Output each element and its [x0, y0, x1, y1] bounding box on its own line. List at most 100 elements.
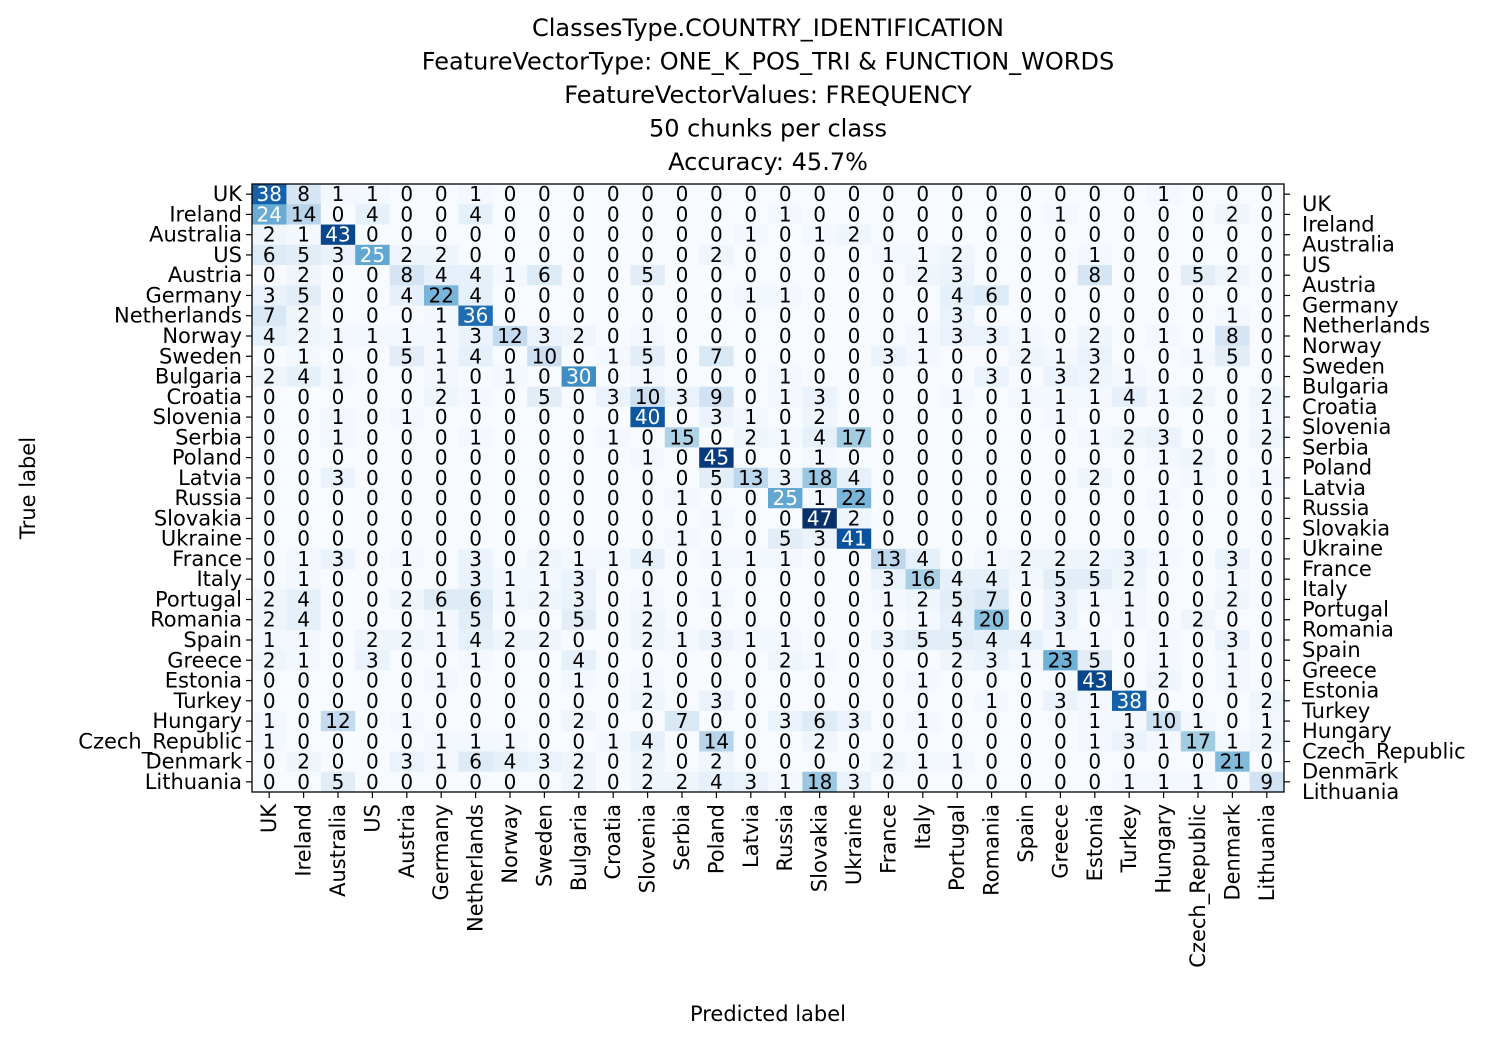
- cell-value-label: 0: [882, 466, 895, 490]
- y-right-tick-label: Estonia: [1302, 679, 1379, 703]
- cell-value-label: 5: [572, 608, 585, 632]
- cell-value-label: 3: [813, 527, 826, 551]
- cell-value-label: 0: [1054, 182, 1067, 206]
- cell-value-label: 0: [435, 648, 448, 672]
- heatmap-cell: [630, 244, 666, 266]
- heatmap-cell: [389, 629, 425, 651]
- heatmap-cell: [252, 508, 287, 530]
- heatmap-cell: [1008, 710, 1044, 732]
- cell-value-label: 0: [1260, 446, 1273, 470]
- heatmap-cell: [561, 184, 597, 205]
- heatmap-cell: [1077, 751, 1113, 773]
- heatmap-cell: [1215, 346, 1251, 367]
- heatmap-cell: [768, 670, 803, 692]
- cell-value-label: 0: [985, 750, 998, 774]
- cell-value-label: 0: [916, 202, 929, 226]
- cell-value-label: 3: [1054, 689, 1067, 713]
- heatmap-cell: [974, 244, 1010, 266]
- cell-value-label: 2: [297, 750, 310, 774]
- cell-value-label: 0: [1260, 547, 1273, 571]
- cell-value-label: 0: [779, 567, 792, 591]
- cell-value-label: 0: [641, 709, 654, 733]
- heatmap-cell: [492, 224, 528, 246]
- cell-value-label: 1: [504, 365, 517, 389]
- cell-value-label: 0: [951, 669, 964, 693]
- heatmap-cell: [802, 325, 838, 347]
- cell-value-label: 1: [1260, 405, 1273, 429]
- heatmap-cell: [905, 710, 941, 732]
- cell-value-label: 2: [1123, 425, 1136, 449]
- cell-value-label: 0: [951, 202, 964, 226]
- heatmap-cell: [596, 447, 631, 469]
- cell-value-label: 3: [1226, 628, 1239, 652]
- cell-value-label: 1: [779, 547, 792, 571]
- cell-value-label: 18: [807, 466, 832, 490]
- y-tick-label: Netherlands: [114, 304, 242, 328]
- heatmap-cell: [596, 548, 631, 570]
- heatmap-cell: [974, 427, 1010, 448]
- heatmap-cell: [252, 265, 287, 286]
- y-right-tick-label: Sweden: [1302, 354, 1385, 378]
- cell-value-label: 0: [263, 405, 276, 429]
- heatmap-cell: [492, 710, 528, 732]
- cell-value-label: 1: [1157, 547, 1170, 571]
- heatmap-cell: [561, 589, 597, 611]
- heatmap-cell: [664, 771, 700, 793]
- x-axis-ticks: UK Ireland Australia US Austria Germany Nether…: [257, 792, 1279, 968]
- heatmap-cell: [389, 184, 425, 205]
- heatmap-cell: [733, 184, 769, 205]
- heatmap-cell: [836, 366, 872, 388]
- cell-value-label: 0: [504, 182, 517, 206]
- cell-value-label: 5: [1088, 567, 1101, 591]
- heatmap-cell: [320, 650, 356, 671]
- heatmap-cell: [1215, 508, 1251, 530]
- cell-value-label: 0: [1020, 202, 1033, 226]
- cell-value-label: 0: [366, 466, 379, 490]
- cell-value-label: 1: [1226, 567, 1239, 591]
- heatmap-cell: [802, 204, 838, 226]
- cell-value-label: 3: [366, 648, 379, 672]
- heatmap-cell: [836, 305, 872, 327]
- heatmap-cell: [733, 731, 769, 752]
- cell-value-label: 0: [848, 567, 861, 591]
- heatmap-cell: [389, 731, 425, 752]
- heatmap-cell: [664, 629, 700, 651]
- cell-value-label: 0: [297, 770, 310, 794]
- heatmap-cell: [1215, 589, 1251, 611]
- cell-value-label: 0: [1260, 567, 1273, 591]
- cell-value-label: 17: [1185, 729, 1210, 753]
- heatmap-cell: [940, 366, 975, 388]
- cell-value-label: 0: [366, 669, 379, 693]
- heatmap-cell: [630, 204, 666, 226]
- heatmap-cell: [905, 690, 941, 712]
- heatmap-cell: [458, 447, 494, 469]
- cell-value-label: 36: [463, 304, 488, 328]
- heatmap-cell: [1215, 224, 1251, 246]
- heatmap-cell: [1112, 650, 1147, 671]
- heatmap-cell: [905, 184, 941, 205]
- heatmap-cell: [664, 406, 700, 428]
- cell-value-label: 0: [1123, 750, 1136, 774]
- cell-value-label: 1: [916, 669, 929, 693]
- cell-value-label: 0: [1088, 182, 1101, 206]
- heatmap-cell: [1112, 569, 1147, 590]
- cell-value-label: 0: [400, 466, 413, 490]
- heatmap-cell: [1215, 731, 1251, 752]
- cell-value-label: 5: [916, 628, 929, 652]
- heatmap-cell: [1180, 285, 1216, 307]
- cell-value-label: 0: [1054, 446, 1067, 470]
- cell-value-label: 0: [504, 689, 517, 713]
- cell-value-label: 4: [710, 770, 723, 794]
- heatmap-cell: [1146, 204, 1182, 226]
- x-tick-label: Ukraine: [842, 804, 866, 885]
- cell-value-label: 2: [676, 770, 689, 794]
- heatmap-cell: [561, 325, 597, 347]
- heatmap-cell: [836, 265, 872, 286]
- cell-value-label: 0: [1088, 506, 1101, 530]
- cell-value-label: 4: [813, 425, 826, 449]
- heatmap-cell: [1077, 569, 1113, 590]
- heatmap-cell: [664, 204, 700, 226]
- cell-value-label: 1: [779, 770, 792, 794]
- heatmap-cell: [527, 244, 563, 266]
- heatmap-cell: [1146, 386, 1182, 408]
